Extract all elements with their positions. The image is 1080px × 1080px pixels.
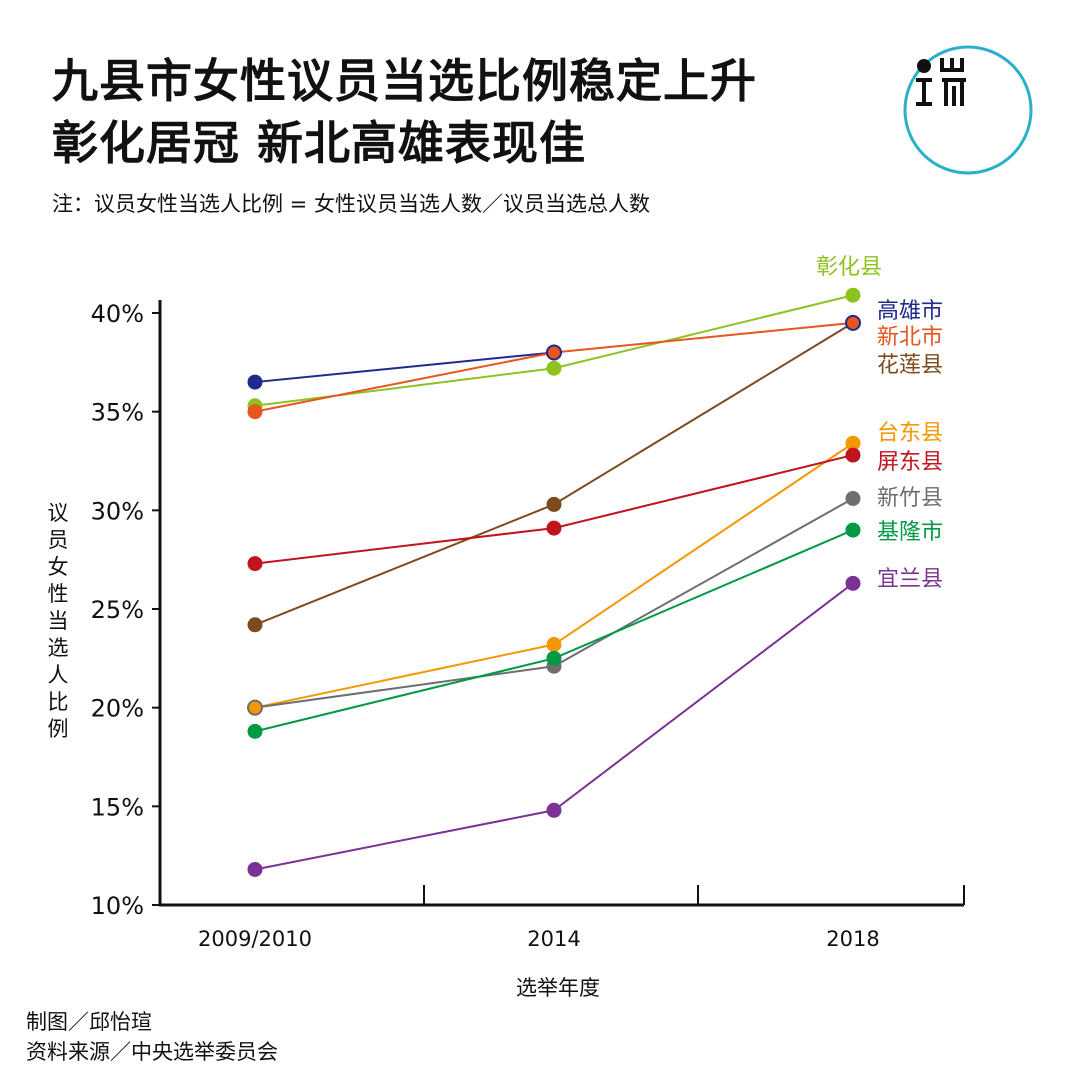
y-axis-ticks: 10% 15% 20% 25% 30% 35% 40% (91, 300, 160, 920)
data-point (546, 802, 562, 818)
data-point (546, 360, 562, 376)
chart-title: 九县市女性议员当选比例稳定上升 彰化居冠 新北高雄表现佳 (52, 50, 872, 174)
chart-credit: 制图／邱怡瑄 (26, 1010, 152, 1034)
data-point (546, 520, 562, 536)
series-label: 新北市 (877, 325, 943, 350)
chart-note: 注：议员女性当选人比例 = 女性议员当选人数／议员当选总人数 (52, 192, 650, 216)
y-tick-label: 30% (91, 497, 144, 525)
series-label: 宜兰县 (877, 567, 943, 592)
title-line-1: 九县市女性议员当选比例稳定上升 (52, 54, 757, 108)
series-label: 新竹县 (877, 486, 943, 511)
overlap-point (546, 344, 562, 361)
data-point (247, 617, 263, 633)
y-tick-label: 15% (91, 793, 144, 821)
y-tick-label: 10% (91, 892, 144, 920)
x-axis-ticks: 2009/2010 2014 2018 (198, 885, 965, 951)
y-tick-label: 40% (91, 300, 144, 328)
y-axis-label: 议员女性当选人比例 (47, 501, 69, 741)
series-line (254, 582, 854, 871)
data-point (845, 447, 861, 463)
logo-top-glyph (940, 58, 964, 72)
series-label: 彰化县 (816, 255, 882, 280)
data-point (845, 522, 861, 538)
data-point (845, 575, 861, 591)
logo-right-glyph (942, 78, 966, 106)
series-points (247, 287, 861, 877)
data-point (546, 496, 562, 512)
data-point (845, 490, 861, 506)
title-line-2: 彰化居冠 新北高雄表现佳 (52, 116, 587, 170)
series-label: 基隆市 (877, 520, 943, 545)
data-point (546, 637, 562, 653)
data-point (247, 723, 263, 739)
series-line (254, 529, 854, 733)
overlap-point (845, 314, 861, 331)
series-line (254, 351, 555, 384)
logo-dot (917, 59, 931, 73)
y-tick-label: 25% (91, 596, 144, 624)
y-tick-label: 35% (91, 399, 144, 427)
data-point (247, 861, 263, 877)
series-label: 台东县 (877, 421, 943, 446)
x-tick-label: 2018 (826, 927, 879, 951)
data-point (247, 374, 263, 390)
x-tick-label: 2009/2010 (198, 927, 312, 951)
series-label: 花莲县 (877, 353, 943, 378)
chart-axes (158, 300, 964, 907)
x-tick-label: 2014 (527, 927, 580, 951)
series-lines (254, 294, 854, 871)
端-media-logo-icon (903, 45, 1033, 175)
data-point (247, 556, 263, 572)
logo-left-glyph (916, 78, 932, 106)
data-point (546, 650, 562, 666)
data-source: 资料来源／中央选举委员会 (26, 1040, 278, 1064)
data-point (247, 404, 263, 420)
x-axis-label: 选举年度 (516, 976, 600, 1000)
data-point (845, 287, 861, 303)
data-point (845, 435, 861, 451)
y-tick-label: 20% (91, 695, 144, 723)
overlap-point (247, 699, 263, 716)
series-label: 高雄市 (877, 299, 943, 324)
series-label: 屏东县 (877, 450, 943, 475)
logo-ring (903, 45, 1033, 175)
